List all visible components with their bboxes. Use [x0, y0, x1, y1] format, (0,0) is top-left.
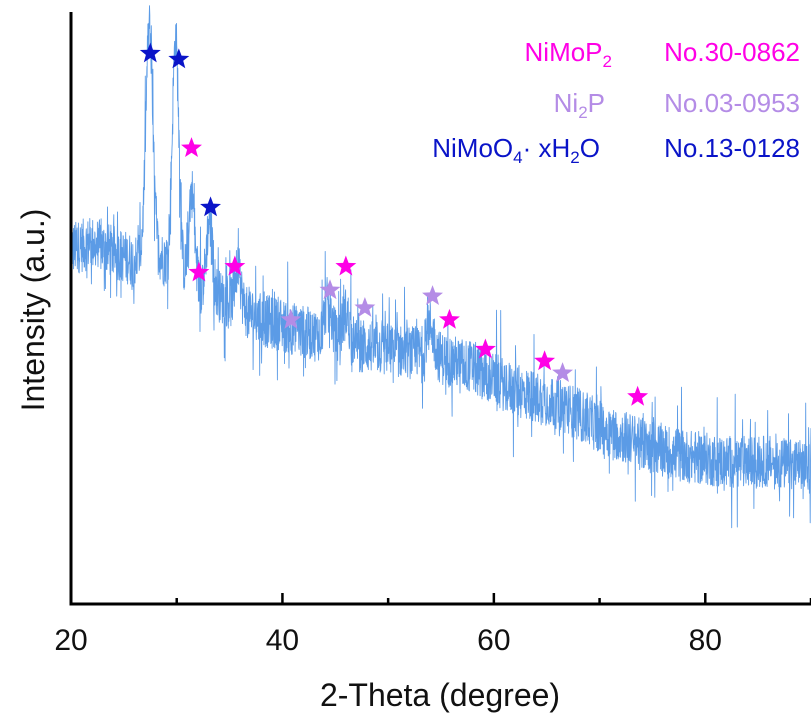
- peak-marker-nimop2: [627, 385, 649, 406]
- x-tick-label: 40: [266, 624, 299, 657]
- legend: NiMoP2 No.30-0862 Ni2P No.03-0953 NiMoO4· xH…: [432, 37, 800, 167]
- peak-marker-ni2p: [354, 297, 376, 317]
- legend-card-ni2p: No.03-0953: [664, 88, 800, 118]
- peak-marker-nimop2: [474, 338, 496, 359]
- peak-marker-layer: [139, 42, 649, 406]
- peak-marker-nimop2: [188, 261, 210, 282]
- x-tick-layer: 20 40 60 80: [54, 593, 811, 657]
- peak-marker-ni2p: [422, 285, 443, 306]
- legend-formula-ni2p: Ni2P: [554, 88, 605, 122]
- x-axis-title: 2-Theta (degree): [320, 677, 560, 713]
- peak-marker-ni2p: [552, 362, 574, 383]
- legend-card-nimoo4: No.13-0128: [664, 133, 800, 163]
- x-tick-label: 20: [54, 624, 87, 657]
- peak-marker-nimop2: [335, 255, 357, 276]
- peak-marker-ni2p: [280, 308, 302, 329]
- legend-formula-nimoo4: NiMoO4· xH2O: [432, 133, 600, 167]
- peak-marker-nimop2: [534, 350, 556, 371]
- legend-formula-nimop2: NiMoP2: [525, 37, 612, 71]
- y-axis-title: Intensity (a.u.): [15, 209, 51, 412]
- x-tick-label: 60: [477, 624, 510, 657]
- peak-marker-nimoo4: [168, 48, 190, 69]
- peak-marker-ni2p: [319, 279, 341, 300]
- legend-card-nimop2: No.30-0862: [664, 37, 800, 67]
- xrd-trace-layer: [70, 5, 811, 529]
- peak-marker-nimop2: [181, 137, 202, 158]
- x-tick-label: 80: [689, 624, 722, 657]
- peak-marker-nimoo4: [139, 42, 161, 63]
- peak-marker-nimoo4: [200, 196, 221, 217]
- xrd-trace-line: [70, 5, 811, 529]
- peak-marker-nimop2: [439, 308, 460, 329]
- peak-marker-nimop2: [224, 255, 246, 276]
